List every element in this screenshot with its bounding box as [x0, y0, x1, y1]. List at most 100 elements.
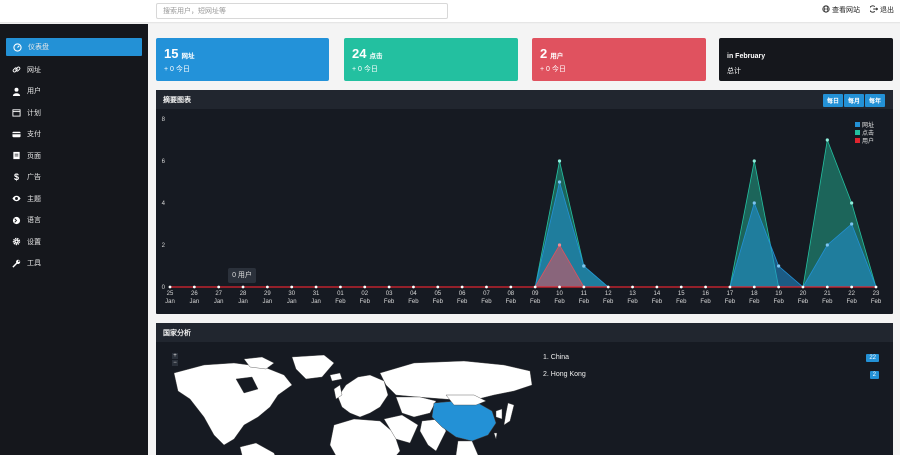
sidebar-item-label: 页面	[27, 152, 41, 160]
legend-label: 网址	[861, 122, 874, 129]
legend-item-clicks[interactable]: 点击	[854, 128, 874, 137]
view-site-link[interactable]: 查看网站	[822, 5, 860, 15]
x-tick-month-label: Feb	[700, 299, 711, 305]
search-input[interactable]	[156, 3, 448, 19]
x-tick-month-label: Jan	[311, 299, 321, 305]
summary-chart-panel: 摘要图表 每日 每月 每年 0 2 4 6 8 25 Jan 26 Jan 27 Jan 28 Jan 2…	[156, 90, 893, 314]
x-tick-label: 03	[386, 291, 393, 297]
monthly-button[interactable]: 每月	[843, 94, 864, 107]
x-tick-label: 08	[507, 291, 514, 297]
map-region-north-america	[174, 362, 293, 446]
x-tick-label: 21	[824, 291, 831, 297]
data-point	[777, 264, 781, 268]
legend-label: 点击	[861, 130, 874, 137]
baseline-point	[704, 285, 707, 289]
baseline-point	[679, 285, 683, 289]
map-region-korea	[495, 408, 503, 420]
sidebar-item-label: 计划	[27, 109, 41, 117]
baseline-point	[728, 285, 732, 289]
country-row: 2. Hong Kong 2	[543, 366, 879, 383]
sidebar-item-users[interactable]: 用户	[0, 81, 148, 103]
baseline-point	[752, 285, 756, 289]
sidebar-item-label: 语言	[27, 217, 41, 225]
x-tick-month-label: Jan	[238, 299, 248, 305]
x-tick-label: 14	[654, 291, 661, 297]
gear-icon	[12, 237, 21, 246]
sidebar-item-payments[interactable]: 支付	[0, 124, 148, 146]
x-tick-month-label: Feb	[822, 299, 833, 305]
data-point	[752, 159, 756, 163]
x-tick-label: 15	[678, 291, 685, 297]
baseline-point	[241, 285, 245, 289]
summary-area-chart[interactable]: 0246825Jan26Jan27Jan28Jan29Jan30Jan31Jan…	[156, 109, 893, 314]
country-analysis-panel: 国家分析 + −	[156, 323, 893, 455]
sidebar-item-pages[interactable]: 页面	[0, 145, 148, 167]
main-content: 15 网址 + 0 今日 24 点击 + 0 今日 2 用户 + 0 今日 in Fe…	[148, 24, 900, 455]
legend-item-urls[interactable]: 网址	[854, 120, 874, 129]
country-name: 1. China	[543, 354, 570, 361]
x-tick-month-label: Feb	[408, 299, 419, 305]
top-links: 查看网站 退出	[822, 5, 894, 15]
x-tick-label: 18	[751, 291, 758, 297]
baseline-point	[558, 285, 561, 289]
x-tick-label: 23	[873, 291, 880, 297]
wrench-icon	[12, 259, 21, 268]
daily-button[interactable]: 每日	[822, 94, 843, 107]
map-region-iceland	[329, 372, 343, 382]
map-region-central-asia	[395, 396, 437, 418]
x-tick-month-label: Jan	[214, 299, 224, 305]
x-tick-label: 22	[848, 291, 855, 297]
x-tick-month-label: Feb	[481, 299, 492, 305]
sidebar-item-plans[interactable]: 计划	[0, 102, 148, 124]
link-icon	[12, 65, 21, 74]
sidebar-item-label: 网址	[27, 66, 41, 74]
baseline-point	[363, 285, 367, 289]
zoom-out-button[interactable]: −	[172, 360, 178, 366]
month-stat-card: in February 总计	[719, 38, 893, 81]
x-tick-month-label: Feb	[773, 299, 784, 305]
legend-item-users[interactable]: 用户	[854, 136, 874, 145]
x-tick-label: 28	[240, 291, 247, 297]
data-point	[825, 243, 829, 247]
x-tick-month-label: Feb	[579, 299, 590, 305]
sidebar-item-label: 支付	[27, 131, 41, 139]
sidebar-item-themes[interactable]: 主题	[0, 188, 148, 210]
dashboard-icon	[13, 42, 22, 52]
sidebar-item-settings[interactable]: 设置	[0, 231, 148, 253]
sidebar-item-ads[interactable]: $ 广告	[0, 167, 148, 189]
country-list: 1. China 22 2. Hong Kong 2	[543, 349, 879, 383]
users-today: + 0 今日	[540, 66, 566, 73]
x-tick-month-label: Feb	[798, 299, 809, 305]
top-bar: 查看网站 退出	[0, 0, 900, 23]
x-tick-label: 10	[556, 291, 563, 297]
sidebar-item-urls[interactable]: 网址	[0, 59, 148, 81]
sidebar-item-dashboard[interactable]: 仪表盘	[6, 38, 142, 56]
chart-panel-header: 摘要图表 每日 每月 每年	[156, 90, 893, 109]
y-tick-label: 4	[162, 201, 166, 207]
logout-link[interactable]: 退出	[869, 5, 894, 15]
users-stat-card: 2 用户 + 0 今日	[532, 38, 706, 81]
yearly-button[interactable]: 每年	[864, 94, 885, 107]
map-region-hudson	[235, 376, 259, 394]
baseline-point	[509, 285, 513, 289]
map-region-arctic-islands	[243, 356, 275, 370]
sidebar-item-tools[interactable]: 工具	[0, 253, 148, 275]
sidebar-item-languages[interactable]: 语言	[0, 210, 148, 232]
sidebar-item-label: 工具	[27, 260, 41, 268]
theme-icon	[12, 194, 21, 203]
legend-swatch	[854, 129, 860, 135]
baseline-point	[192, 285, 196, 289]
map-panel-title: 国家分析	[163, 329, 191, 337]
world-map[interactable]	[174, 355, 534, 455]
sidebar-item-label: 仪表盘	[28, 44, 49, 51]
x-tick-label: 05	[434, 291, 441, 297]
series-area-0	[170, 180, 877, 288]
dollar-icon: $	[13, 172, 19, 183]
clicks-today: + 0 今日	[352, 66, 378, 73]
zoom-in-button[interactable]: +	[172, 353, 178, 359]
map-region-taiwan	[493, 432, 498, 440]
sidebar: 仪表盘 网址 用户 计划 支付 页面 $ 广告 主题 语言 设置 工具	[0, 24, 148, 455]
x-tick-month-label: Feb	[457, 299, 468, 305]
urls-stat-card: 15 网址 + 0 今日	[156, 38, 329, 81]
clicks-count: 24	[352, 46, 367, 61]
